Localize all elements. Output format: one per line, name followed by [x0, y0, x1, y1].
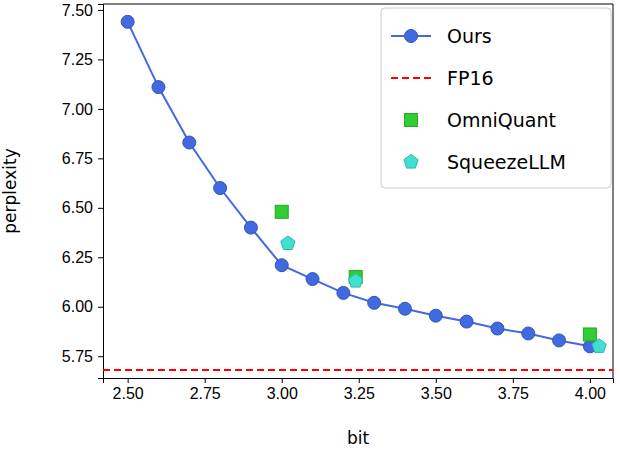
point: [275, 259, 288, 272]
tick: 7.50: [62, 2, 103, 19]
x-axis-title: bit: [347, 428, 370, 448]
legend-swatch: [404, 155, 418, 169]
series: [103, 370, 613, 371]
tick: 7.25: [62, 51, 103, 68]
tick-label: 6.50: [62, 199, 93, 216]
legend: Ours FP16 OmniQuant SqueezeLLM: [381, 8, 611, 188]
tick-label: 6.75: [62, 150, 93, 167]
legend-box: [381, 8, 611, 188]
tick: 6.50: [62, 199, 103, 216]
tick-label: 3.00: [267, 385, 298, 402]
x-axis-line: [104, 379, 614, 384]
point: [583, 328, 596, 341]
x-axis: 2.50 2.75 3.00 3.25 3.50 3.75 4.00: [104, 378, 614, 402]
tick-label: 5.75: [62, 348, 93, 365]
legend-item: Ours: [391, 25, 492, 47]
tick-label: 3.50: [421, 385, 452, 402]
tick: 6.25: [62, 249, 103, 266]
series: [281, 236, 607, 352]
point: [491, 322, 504, 335]
point: [460, 315, 473, 328]
legend-label: OmniQuant: [447, 109, 556, 131]
tick: 4.00: [575, 378, 606, 402]
frame: [103, 4, 613, 5]
reference-line: [103, 369, 613, 371]
series: [275, 205, 596, 341]
tick-mark: [98, 158, 103, 159]
tick: 2.75: [190, 378, 221, 402]
tick-mark: [436, 378, 437, 383]
tick-mark: [98, 59, 103, 60]
point: [214, 182, 227, 195]
point: [522, 327, 535, 340]
y-axis-line: [98, 5, 104, 379]
point: [306, 273, 319, 286]
tick-label: 3.75: [498, 385, 529, 402]
tick: 6.00: [62, 298, 103, 315]
tick-mark: [98, 208, 103, 209]
tick-mark: [98, 109, 103, 110]
legend-item: FP16: [391, 67, 494, 89]
tick-label: 7.00: [62, 100, 93, 117]
point: [592, 339, 606, 353]
tick: 3.75: [498, 378, 529, 402]
tick-mark: [98, 307, 103, 308]
legend-swatch: [405, 114, 418, 127]
frame: [613, 4, 614, 378]
point: [349, 274, 363, 288]
tick-mark: [98, 257, 103, 258]
legend-item: SqueezeLLM: [404, 151, 566, 173]
tick-label: 7.50: [62, 2, 93, 19]
y-axis-title: perplexity: [0, 148, 20, 233]
tick: 2.50: [113, 378, 144, 402]
legend-label: FP16: [447, 67, 494, 89]
tick-label: 2.50: [113, 385, 144, 402]
chart: 2.50 2.75 3.00 3.25 3.50 3.75 4.00 5.75 6.00 6.25…: [0, 0, 620, 456]
point: [368, 296, 381, 309]
y-axis: 5.75 6.00 6.25 6.50 6.75 7.00 7.25 7.50: [62, 2, 104, 379]
tick-mark: [128, 378, 129, 383]
tick: 3.25: [344, 378, 375, 402]
tick-mark: [205, 378, 206, 383]
point: [398, 302, 411, 315]
tick-label: 6.25: [62, 249, 93, 266]
point: [121, 15, 134, 28]
tick-label: 4.00: [575, 385, 606, 402]
tick-label: 6.00: [62, 298, 93, 315]
tick: 3.00: [267, 378, 298, 402]
tick-mark: [359, 378, 360, 383]
tick: 6.75: [62, 150, 103, 167]
tick-mark: [513, 378, 514, 383]
tick-label: 7.25: [62, 51, 93, 68]
tick-label: 2.75: [190, 385, 221, 402]
tick-mark: [98, 10, 103, 11]
legend-swatch: [391, 77, 431, 79]
legend-item: OmniQuant: [405, 109, 556, 131]
tick-label: 3.25: [344, 385, 375, 402]
legend-label: SqueezeLLM: [447, 151, 566, 173]
tick-mark: [590, 378, 591, 383]
tick-mark: [282, 378, 283, 383]
tick: 5.75: [62, 348, 103, 365]
legend-swatch: [405, 30, 418, 43]
point: [337, 286, 350, 299]
tick: 7.00: [62, 100, 103, 117]
legend-label: Ours: [447, 25, 492, 47]
point: [244, 221, 257, 234]
point: [183, 136, 196, 149]
point: [281, 236, 295, 250]
point: [429, 309, 442, 322]
point: [275, 205, 288, 218]
tick: 3.50: [421, 378, 452, 402]
tick-mark: [98, 356, 103, 357]
point: [152, 81, 165, 94]
point: [553, 334, 566, 347]
